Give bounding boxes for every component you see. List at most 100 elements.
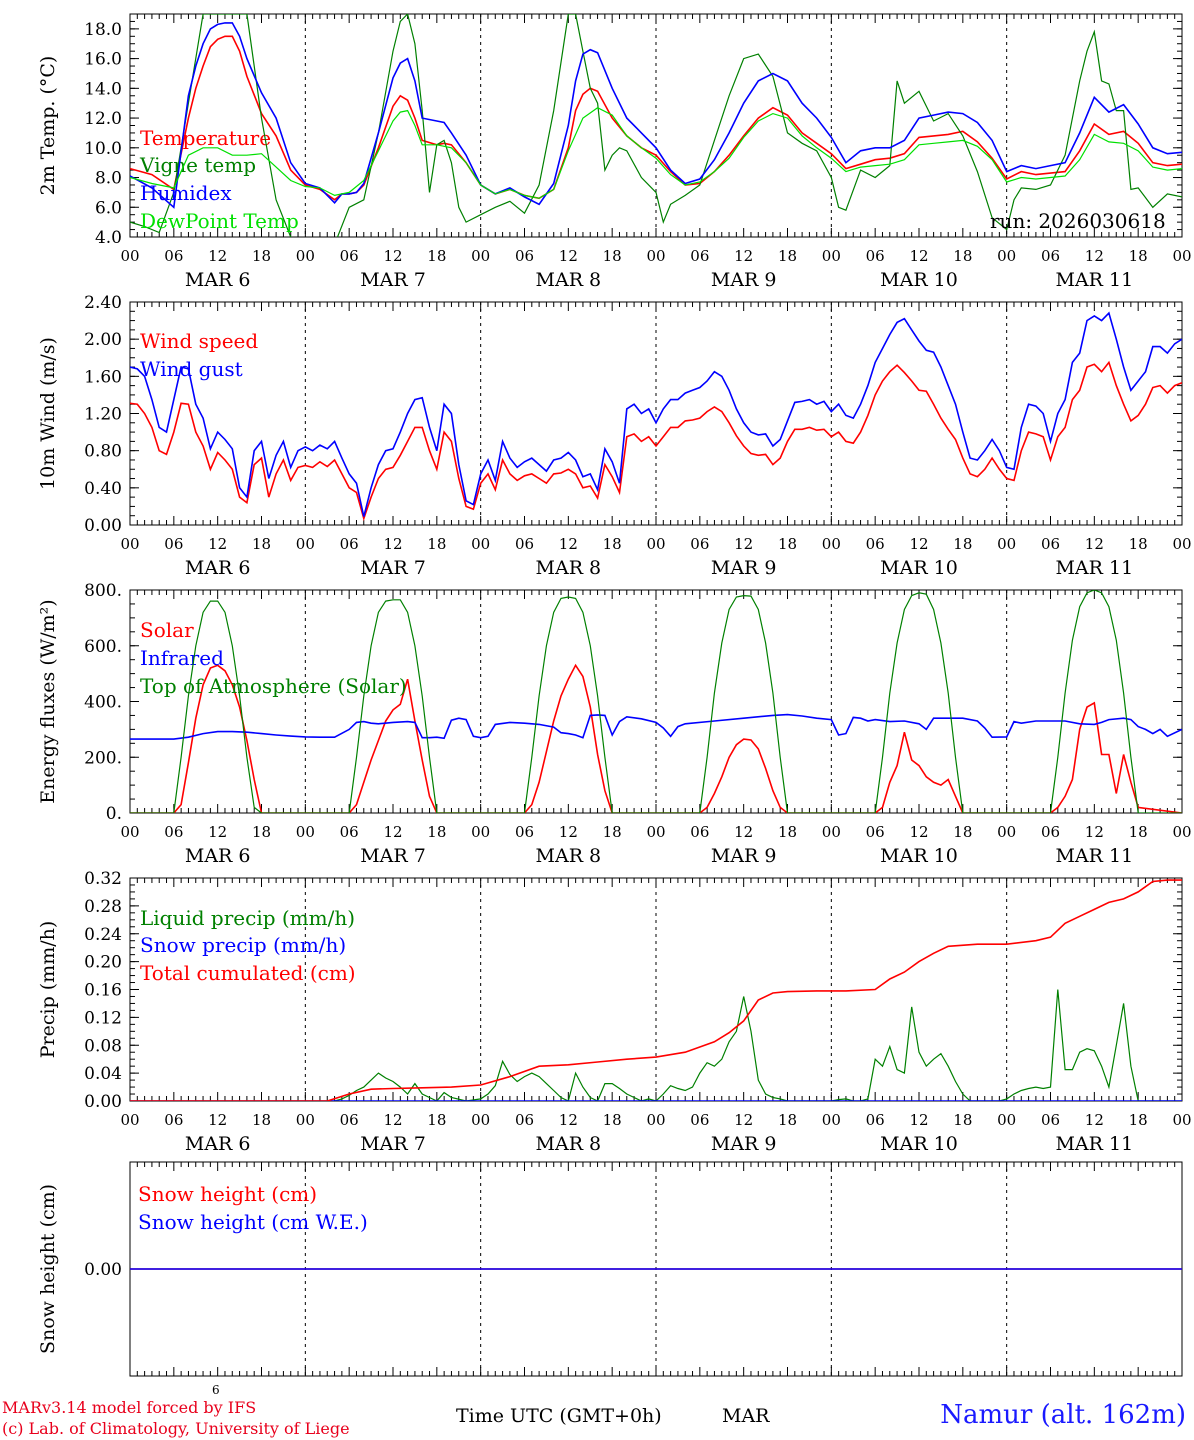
y-tick-label: 8.0 <box>95 169 122 189</box>
hour-label: 00 <box>822 247 841 265</box>
series-line-3-2 <box>130 713 1182 740</box>
hour-label: 00 <box>997 1111 1016 1129</box>
hour-label: 18 <box>252 535 271 553</box>
lab-line: (c) Lab. of Climatology, University of L… <box>2 1419 350 1438</box>
day-label: MAR 11 <box>1055 269 1133 291</box>
hour-label: 00 <box>120 247 139 265</box>
legend-entry: Liquid precip (mm/h) <box>140 906 355 930</box>
y-tick-label: 14.0 <box>84 79 122 99</box>
hour-label: 18 <box>778 1111 797 1129</box>
y-tick-label: 6.0 <box>95 198 122 218</box>
day-label: MAR 9 <box>711 1133 777 1155</box>
legend-entry: Humidex <box>140 181 232 205</box>
panel-5: 0.00 Snow height (cm) Snow height (cm) Snow… <box>37 1161 1183 1377</box>
hour-label: 12 <box>559 535 578 553</box>
hour-label: 06 <box>164 1111 183 1129</box>
hour-label: 12 <box>734 1111 753 1129</box>
hour-label: 18 <box>1129 823 1148 841</box>
day-label: MAR 8 <box>536 845 602 867</box>
hour-label: 12 <box>208 1111 227 1129</box>
hour-label: 00 <box>1172 247 1191 265</box>
hour-label: 06 <box>515 247 534 265</box>
hour-label: 18 <box>252 823 271 841</box>
hour-label: 00 <box>646 823 665 841</box>
day-label: MAR 7 <box>360 557 426 579</box>
legend-entry: Snow height (cm W.E.) <box>138 1210 368 1234</box>
hour-label: 00 <box>1172 823 1191 841</box>
series-line-2-2 <box>130 311 1182 517</box>
y-tick-label: 0.00 <box>84 516 122 536</box>
hour-label: 18 <box>427 535 446 553</box>
hour-label: 06 <box>866 247 885 265</box>
hour-label: 00 <box>822 535 841 553</box>
y-tick-label: 0.00 <box>84 1260 122 1280</box>
hour-label: 00 <box>296 1111 315 1129</box>
legend-entry: Snow height (cm) <box>138 1182 317 1206</box>
y-tick-label: 600. <box>84 637 122 657</box>
hour-label: 12 <box>559 247 578 265</box>
y-tick-label: 1.20 <box>84 405 122 425</box>
hour-label: 06 <box>164 823 183 841</box>
hour-label: 00 <box>646 535 665 553</box>
panel-4: 0.00 0.04 0.08 0.12 0.16 0.20 0.24 0.28 0.32 Prec… <box>37 869 1192 1155</box>
hour-label: 00 <box>471 247 490 265</box>
hour-label: 18 <box>252 1111 271 1129</box>
hour-label: 06 <box>515 535 534 553</box>
hour-label: 06 <box>164 247 183 265</box>
hour-label: 18 <box>427 247 446 265</box>
y-axis-title: Snow height (cm) <box>37 1184 59 1354</box>
month-label: MAR <box>722 1405 770 1427</box>
hour-label: 06 <box>1041 535 1060 553</box>
day-label: MAR 9 <box>711 557 777 579</box>
y-tick-label: 12.0 <box>84 109 122 129</box>
hour-label: 12 <box>383 535 402 553</box>
y-tick-label: 200. <box>84 748 122 768</box>
hour-label: 06 <box>164 535 183 553</box>
day-label: MAR 7 <box>360 269 426 291</box>
hour-label: 18 <box>603 247 622 265</box>
y-tick-label: 400. <box>84 693 122 713</box>
hour-label: 00 <box>296 247 315 265</box>
day-label: MAR 8 <box>536 1133 602 1155</box>
hour-label: 00 <box>1172 1111 1191 1129</box>
y-tick-label: 0.00 <box>84 1092 122 1112</box>
hour-label: 12 <box>909 247 928 265</box>
y-tick-label: 0.28 <box>84 897 122 917</box>
legend-entry: Vigne temp <box>139 153 256 177</box>
hour-label: 06 <box>1041 1111 1060 1129</box>
y-tick-label: 18.0 <box>84 20 122 40</box>
y-tick-label: 0.20 <box>84 953 122 973</box>
y-tick-label: 0.32 <box>84 869 122 889</box>
hour-label: 12 <box>1085 535 1104 553</box>
y-tick-label: 0.40 <box>84 479 122 499</box>
hour-label: 06 <box>515 1111 534 1129</box>
hour-label: 06 <box>340 247 359 265</box>
day-label: MAR 10 <box>880 269 958 291</box>
model-credit: MARv3.14 model forced by IFS (c) Lab. of… <box>2 1398 350 1438</box>
series-line-1-4 <box>130 107 1182 199</box>
hour-label: 00 <box>997 823 1016 841</box>
hour-label: 06 <box>690 247 709 265</box>
hour-label: 00 <box>822 823 841 841</box>
day-label: MAR 6 <box>185 557 251 579</box>
hour-label: 06 <box>1041 247 1060 265</box>
y-tick-label: 10.0 <box>84 139 122 159</box>
y-tick-label: 0.24 <box>84 925 122 945</box>
day-label: MAR 6 <box>185 1133 251 1155</box>
hour-label: 12 <box>734 247 753 265</box>
hour-label: 00 <box>822 1111 841 1129</box>
hour-label: 06 <box>340 535 359 553</box>
y-tick-label: 0.08 <box>84 1036 122 1056</box>
y-axis-title: 10m Wind (m/s) <box>37 337 59 490</box>
hour-label: 00 <box>120 1111 139 1129</box>
hour-label: 00 <box>471 535 490 553</box>
hour-label: 18 <box>953 1111 972 1129</box>
hour-label: 00 <box>296 535 315 553</box>
series-line-2-1 <box>130 360 1182 522</box>
y-tick-label: 16.0 <box>84 50 122 70</box>
hour-label: 18 <box>778 247 797 265</box>
hour-label: 18 <box>778 535 797 553</box>
series-line-4-1 <box>130 989 1182 1101</box>
hour-label: 06 <box>690 1111 709 1129</box>
